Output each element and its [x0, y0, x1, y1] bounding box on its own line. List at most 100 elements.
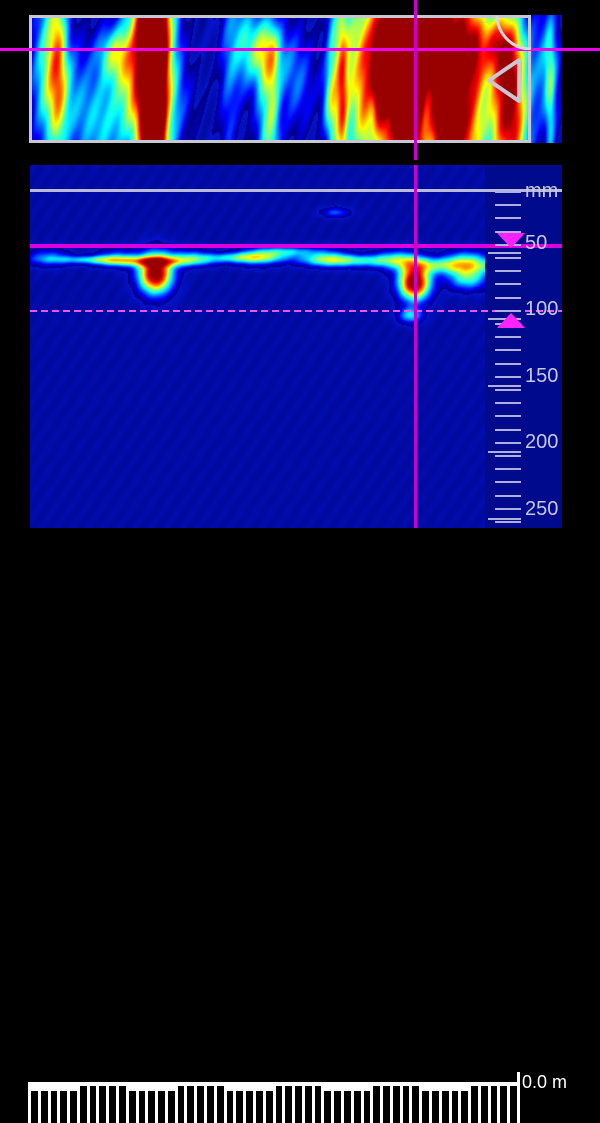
ruler-tick: [331, 1091, 334, 1123]
ruler-tick: [439, 1091, 442, 1123]
ruler-tick: [184, 1086, 187, 1123]
overview-heatmap-canvas[interactable]: [29, 15, 562, 143]
ruler-tick: [38, 1091, 41, 1123]
depth-tick-minor: [495, 231, 521, 233]
ruler-tick: [204, 1086, 207, 1123]
triangle-left-icon[interactable]: [486, 57, 522, 104]
bottom-ruler[interactable]: 0.0 m: [0, 536, 600, 1123]
depth-tick-minor: [495, 376, 521, 378]
depth-tick-major: [488, 252, 521, 254]
ruler-tick: [361, 1091, 364, 1123]
depth-scale: mm 50 100 150 200 250 300: [485, 165, 562, 528]
ruler-tick: [263, 1091, 266, 1123]
depth-tick-minor: [495, 310, 521, 312]
depth-tick-minor: [495, 283, 521, 285]
depth-tick-minor: [495, 257, 521, 259]
arc-icon: [495, 16, 531, 50]
depth-tick-minor: [495, 442, 521, 444]
ruler-tick: [214, 1086, 217, 1123]
ruler-tick: [175, 1086, 178, 1123]
ruler-tick: [429, 1091, 432, 1123]
main-heatmap-canvas[interactable]: [30, 165, 485, 528]
ruler-tick: [419, 1091, 422, 1123]
depth-label-250: 250: [525, 498, 559, 520]
depth-tick-minor: [495, 336, 521, 338]
ruler-tick: [449, 1091, 452, 1123]
max-depth-dashed-line[interactable]: [30, 310, 562, 312]
ruler-tick: [224, 1091, 227, 1123]
ruler-tick: [370, 1086, 373, 1123]
ruler-tick: [48, 1091, 51, 1123]
overview-horizontal-cursor[interactable]: [0, 48, 600, 51]
surface-reflection-line: [30, 189, 562, 192]
depth-tick-minor: [495, 270, 521, 272]
ruler-tick: [282, 1086, 285, 1123]
ruler-tick: [497, 1086, 500, 1123]
overview-vertical-cursor[interactable]: [414, 0, 417, 160]
ruler-tick: [194, 1086, 197, 1123]
ruler-tick: [321, 1091, 324, 1123]
depth-unit-label: mm: [525, 180, 559, 202]
ruler-tick: [28, 1091, 31, 1123]
ruler-tick: [96, 1086, 99, 1123]
depth-tick-minor: [495, 389, 521, 391]
ruler-tick: [106, 1086, 109, 1123]
ruler-tick: [77, 1086, 80, 1123]
ruler-tick: [165, 1091, 168, 1123]
ruler-tick: [302, 1086, 305, 1123]
depth-label-50: 50: [525, 232, 548, 254]
depth-label-150: 150: [525, 365, 559, 387]
ruler-tick: [145, 1091, 148, 1123]
ruler-tick: [87, 1086, 90, 1123]
depth-label-200: 200: [525, 431, 559, 453]
depth-tick-major: [488, 451, 521, 453]
depth-tick-minor: [495, 402, 521, 404]
ruler-tick: [67, 1091, 70, 1123]
overview-frame-border: [29, 15, 531, 143]
depth-tick-major: [488, 385, 521, 387]
ruler-tick: [253, 1091, 256, 1123]
ruler-tick: [57, 1091, 60, 1123]
main-panel[interactable]: mm 50 100 150 200 250 300: [30, 165, 562, 528]
ruler-tick: [488, 1086, 491, 1123]
depth-tick-minor: [495, 481, 521, 483]
depth-tick-minor: [495, 415, 521, 417]
depth-label-100: 100: [525, 298, 559, 320]
depth-tick-minor: [495, 204, 521, 206]
depth-tick-minor: [495, 217, 521, 219]
ruler-tick: [341, 1091, 344, 1123]
depth-cursor-line[interactable]: [30, 244, 562, 248]
ruler-tick: [273, 1086, 276, 1123]
depth-marker-top[interactable]: [497, 233, 525, 248]
ruler-tick: [400, 1086, 403, 1123]
ruler-tick: [116, 1086, 119, 1123]
depth-tick-minor: [495, 349, 521, 351]
ruler-tick: [507, 1086, 510, 1123]
depth-tick-minor: [495, 468, 521, 470]
ruler-end-line: [517, 1072, 520, 1123]
depth-tick-minor: [495, 508, 521, 510]
depth-tick-minor: [495, 495, 521, 497]
ruler-tick: [468, 1086, 471, 1123]
ruler-tick: [380, 1086, 383, 1123]
ruler-tick: [292, 1086, 295, 1123]
ruler-tick: [155, 1091, 158, 1123]
depth-tick-minor: [495, 455, 521, 457]
ruler-tick: [478, 1086, 481, 1123]
depth-tick-minor: [495, 521, 521, 523]
overview-panel[interactable]: [29, 15, 562, 143]
depth-tick-major: [488, 518, 521, 520]
ruler-tick: [312, 1086, 315, 1123]
distance-readout: 0.0 m: [522, 1072, 568, 1092]
depth-tick-minor: [495, 363, 521, 365]
ruler-tick: [136, 1091, 139, 1123]
position-cursor-line[interactable]: [414, 165, 417, 528]
depth-marker-bottom[interactable]: [497, 313, 525, 328]
ruler-tick: [351, 1091, 354, 1123]
depth-tick-minor: [495, 429, 521, 431]
ruler-tick: [243, 1091, 246, 1123]
ruler-tick: [126, 1091, 129, 1123]
ruler-tick: [458, 1091, 461, 1123]
depth-tick-minor: [495, 297, 521, 299]
